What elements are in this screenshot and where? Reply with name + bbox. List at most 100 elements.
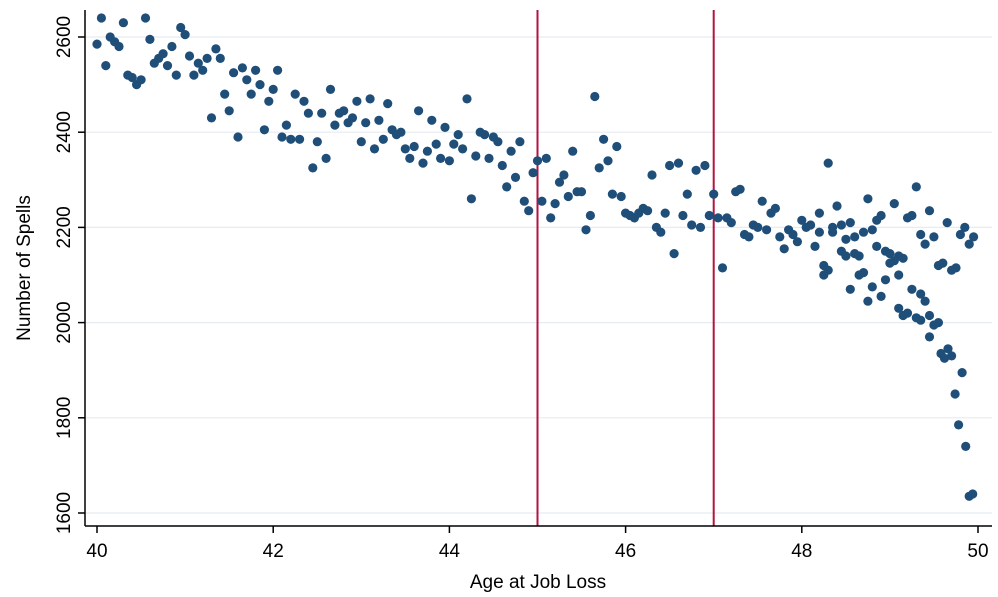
data-point: [850, 232, 860, 242]
data-point: [176, 22, 186, 33]
data-point: [955, 229, 966, 240]
data-point: [409, 141, 419, 152]
data-point: [656, 227, 666, 237]
data-point: [145, 34, 155, 45]
data-point: [902, 308, 913, 318]
data-point: [788, 229, 798, 240]
y-tick-label-2600: 2600: [54, 16, 75, 58]
data-point: [924, 206, 935, 216]
data-point: [916, 289, 926, 299]
data-point: [669, 249, 679, 259]
data-point: [964, 239, 974, 249]
data-point: [709, 189, 719, 199]
data-point: [237, 63, 247, 73]
y-tick-label-1800: 1800: [54, 397, 75, 439]
data-point: [713, 213, 723, 223]
data-point: [951, 263, 961, 273]
data-points: [92, 13, 979, 501]
data-point: [858, 268, 869, 278]
data-point: [828, 227, 838, 237]
data-point: [960, 222, 970, 232]
data-point: [484, 153, 494, 163]
x-tick-label-42: 42: [263, 541, 284, 562]
data-point: [867, 225, 877, 235]
data-point: [939, 353, 950, 363]
data-point: [920, 296, 930, 306]
data-point: [682, 189, 692, 199]
data-point: [876, 291, 886, 301]
data-point: [273, 65, 283, 75]
data-point: [576, 187, 587, 197]
data-point: [466, 194, 476, 204]
data-point: [599, 134, 609, 144]
data-point: [585, 210, 596, 221]
data-point: [96, 13, 106, 23]
data-point: [436, 153, 446, 163]
data-point: [616, 191, 626, 202]
data-point: [950, 389, 960, 399]
data-point: [396, 127, 406, 137]
data-point: [184, 51, 195, 61]
data-point: [735, 184, 745, 194]
data-point: [127, 72, 137, 83]
data-point: [519, 196, 529, 206]
data-point: [814, 208, 825, 218]
data-point: [339, 106, 349, 116]
data-point: [453, 130, 463, 140]
data-point: [947, 351, 957, 361]
data-point: [352, 96, 362, 106]
data-point: [449, 139, 459, 149]
data-point: [224, 106, 234, 116]
data-point: [215, 53, 225, 64]
y-tick-label-2200: 2200: [54, 206, 75, 248]
data-point: [810, 241, 820, 251]
data-point: [806, 220, 816, 230]
data-point: [312, 137, 322, 147]
data-point: [832, 201, 842, 211]
data-point: [162, 61, 173, 71]
x-axis-ticks: 40 42 44 46 48 50: [86, 526, 989, 562]
data-point: [924, 310, 935, 321]
data-point: [823, 158, 833, 168]
data-point: [101, 61, 111, 71]
data-point: [295, 134, 305, 144]
data-point: [532, 156, 543, 166]
data-point: [823, 265, 833, 275]
data-point: [938, 258, 948, 268]
data-point: [920, 239, 930, 249]
data-point: [506, 146, 516, 156]
data-point: [541, 153, 551, 163]
data-point: [303, 108, 313, 118]
data-point: [717, 263, 728, 273]
data-point: [969, 232, 979, 242]
data-point: [378, 134, 388, 144]
data-point: [744, 232, 754, 242]
data-point: [660, 208, 670, 218]
data-point: [612, 141, 622, 152]
data-point: [528, 168, 538, 178]
y-tick-label-2400: 2400: [54, 111, 75, 153]
data-point: [229, 68, 239, 78]
data-point: [546, 213, 556, 223]
data-point: [858, 227, 869, 237]
data-point: [497, 160, 507, 171]
data-point: [704, 210, 714, 221]
data-point: [691, 165, 701, 175]
x-tick-label-50: 50: [967, 541, 988, 562]
data-point: [845, 284, 855, 294]
data-point: [286, 134, 296, 144]
data-point: [268, 84, 278, 94]
reference-lines: [536, 10, 715, 526]
data-point: [405, 153, 415, 163]
data-point: [954, 420, 964, 430]
data-point: [911, 182, 921, 192]
data-point: [308, 163, 318, 173]
data-point: [929, 232, 939, 242]
data-point: [554, 177, 565, 187]
data-point: [907, 210, 917, 221]
data-point: [510, 172, 521, 182]
data-point: [136, 75, 146, 85]
data-point: [114, 41, 124, 52]
data-point: [957, 368, 967, 378]
data-point: [726, 218, 736, 228]
